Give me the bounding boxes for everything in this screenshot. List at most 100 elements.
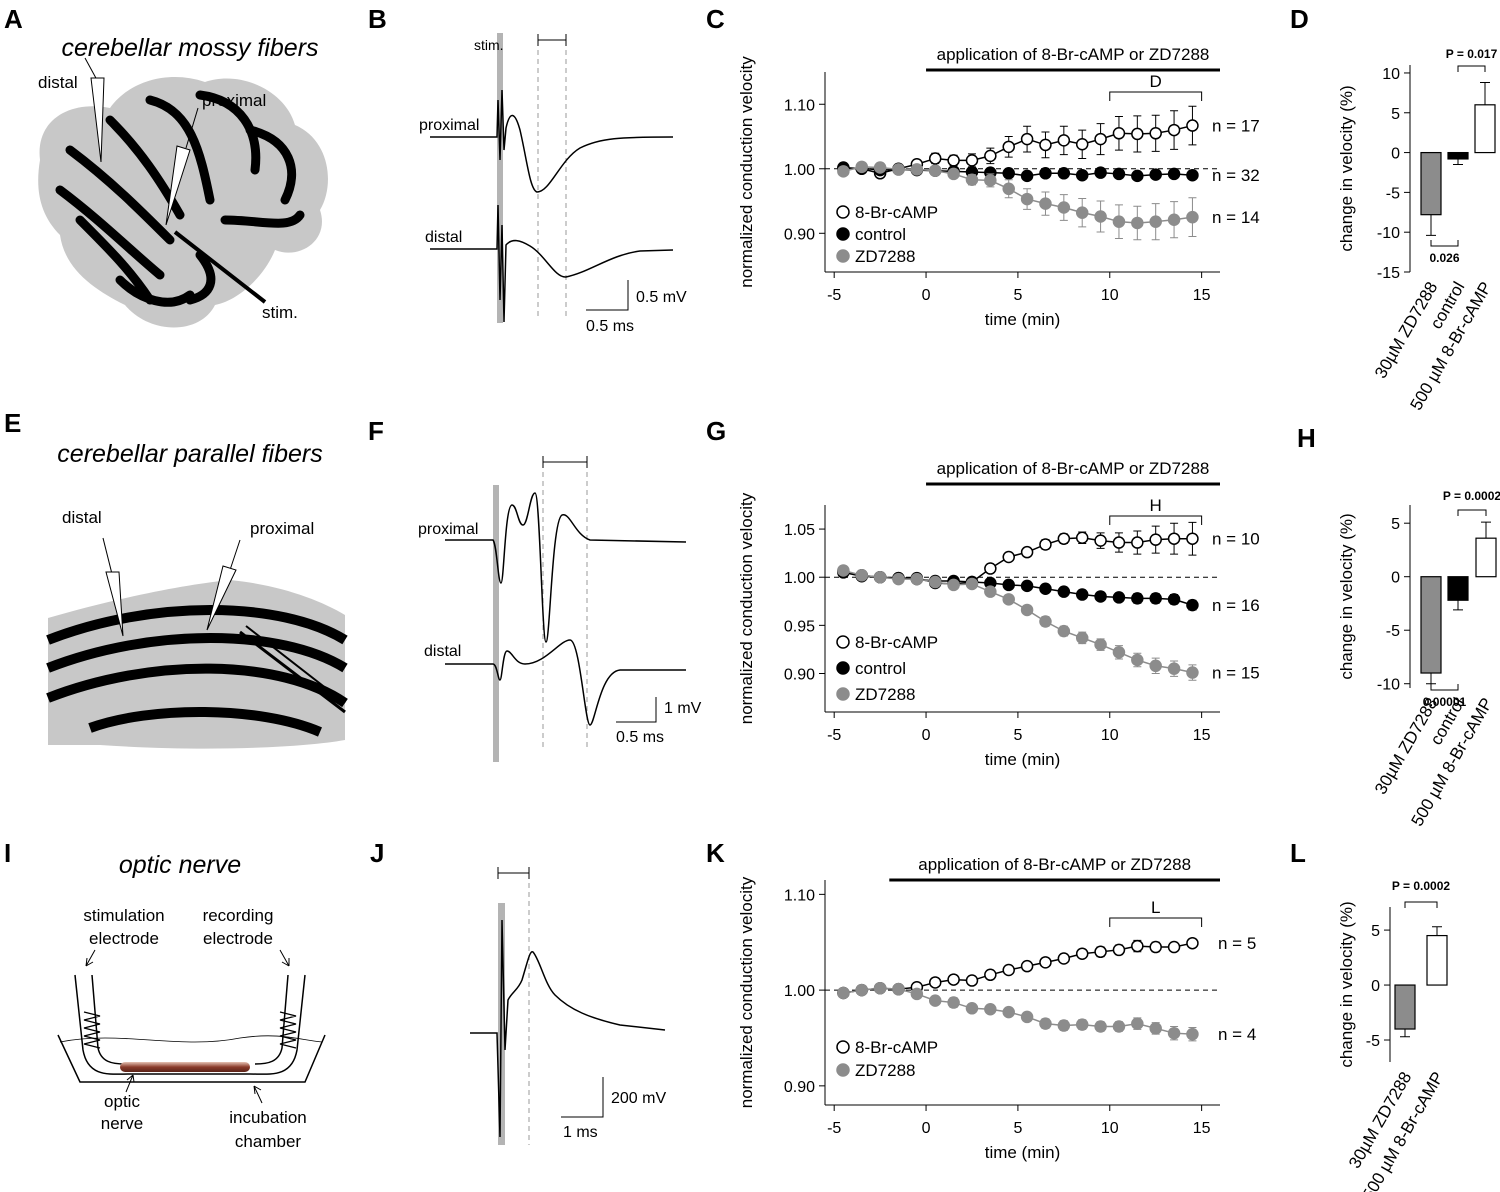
- panel-label: F: [368, 416, 384, 446]
- marker: [1167, 213, 1181, 226]
- marker: [1186, 210, 1199, 224]
- comparison-label: 0.00001: [1423, 695, 1467, 709]
- marker: [1094, 166, 1107, 179]
- y-tick-label: 0: [1391, 146, 1400, 163]
- label: stimulation: [83, 906, 164, 925]
- y-tick-label: 1.00: [784, 983, 815, 1000]
- marker-line: [537, 50, 567, 318]
- x-tick-label: 10: [1101, 1120, 1119, 1137]
- n-label: n = 32: [1212, 166, 1260, 185]
- label: proximal: [418, 521, 478, 538]
- panel-label: E: [4, 408, 21, 438]
- marker: [1039, 582, 1052, 596]
- legend-label: control: [855, 225, 906, 244]
- marker: [910, 987, 924, 1001]
- error-bar: [1432, 926, 1442, 936]
- x-tick-label: 5: [1013, 287, 1022, 304]
- marker: [1075, 1018, 1089, 1031]
- marker: [1112, 943, 1126, 957]
- y-tick-label: 0.90: [784, 226, 815, 243]
- marker: [947, 973, 960, 986]
- label: incubation: [229, 1108, 307, 1127]
- panel-label: L: [1290, 838, 1306, 868]
- y-tick-label: 0: [1371, 978, 1380, 995]
- label: chamber: [235, 1132, 301, 1151]
- y-tick-label: 1.10: [784, 97, 815, 114]
- marker: [1131, 653, 1144, 667]
- marker: [1039, 167, 1052, 180]
- label: stim.: [474, 37, 504, 53]
- marker: [1020, 169, 1034, 183]
- n-label: n = 15: [1212, 664, 1260, 683]
- y-axis-label: change in velocity (%): [1337, 513, 1356, 679]
- marker: [892, 572, 905, 586]
- trace: [430, 204, 674, 323]
- x-tick-label: 5: [1013, 727, 1022, 744]
- electrode: [105, 571, 124, 637]
- stimulus-bar: [493, 485, 499, 762]
- marker: [965, 974, 979, 987]
- marker: [892, 163, 905, 176]
- label: recording: [203, 906, 274, 925]
- marker: [837, 564, 850, 577]
- bar: [1447, 151, 1469, 160]
- label: proximal: [419, 117, 479, 134]
- error-bar: [1481, 521, 1491, 539]
- label: proximal: [250, 519, 314, 538]
- bracket: [542, 456, 588, 468]
- marker: [1167, 593, 1181, 606]
- marker: [1094, 534, 1107, 547]
- marker: [1002, 182, 1015, 196]
- coil: [83, 1011, 297, 1049]
- comparison-label: P = 0.017: [1446, 47, 1498, 61]
- marker: [1020, 603, 1034, 617]
- panel-title: optic nerve: [119, 851, 241, 879]
- error-bar: [1426, 214, 1436, 236]
- x-tick-label: 0: [922, 287, 931, 304]
- legend-label: ZD7288: [855, 1061, 915, 1080]
- y-tick-label: -5: [1386, 185, 1400, 202]
- marker: [1057, 952, 1071, 965]
- marker: [928, 152, 942, 165]
- bar: [1475, 537, 1497, 578]
- cerebellum: [38, 77, 328, 328]
- marker: [1186, 666, 1199, 679]
- marker: [1057, 585, 1071, 598]
- marker: [1149, 659, 1162, 673]
- marker: [984, 174, 997, 187]
- legend-marker: [836, 687, 850, 701]
- panel-label: A: [4, 4, 23, 34]
- marker: [1167, 123, 1181, 137]
- x-tick-label: 0: [922, 727, 931, 744]
- marker: [1167, 1026, 1181, 1040]
- marker: [1112, 1020, 1126, 1033]
- label: 1 mV: [664, 700, 702, 717]
- marker: [965, 1002, 979, 1015]
- y-tick-label: 5: [1371, 923, 1380, 940]
- y-tick-label: -5: [1366, 1033, 1380, 1050]
- marker: [873, 570, 887, 584]
- marker: [1020, 579, 1034, 593]
- electrode: [102, 537, 113, 575]
- marker: [984, 1003, 997, 1016]
- y-tick-label: -10: [1377, 225, 1400, 242]
- x-tick-label: 10: [1101, 727, 1119, 744]
- marker: [928, 976, 942, 989]
- marker: [965, 577, 979, 591]
- marker: [892, 982, 905, 996]
- comparison-label: 0.026: [1429, 251, 1459, 265]
- marker: [1131, 169, 1144, 183]
- bar: [1447, 576, 1469, 601]
- label: distal: [62, 508, 102, 527]
- y-axis-label: normalized conduction velocity: [737, 492, 756, 724]
- legend-label: ZD7288: [855, 685, 915, 704]
- electrode: [229, 539, 241, 571]
- y-tick-label: 0: [1391, 570, 1400, 587]
- label: electrode: [89, 929, 159, 948]
- annotation: application of 8-Br-cAMP or ZD7288: [937, 459, 1210, 478]
- comparison-label: P = 0.0002: [1443, 489, 1500, 503]
- x-tick-label: 0: [922, 1120, 931, 1137]
- y-tick-label: 0.95: [784, 618, 815, 635]
- marker: [1112, 127, 1126, 140]
- marker: [1002, 593, 1015, 606]
